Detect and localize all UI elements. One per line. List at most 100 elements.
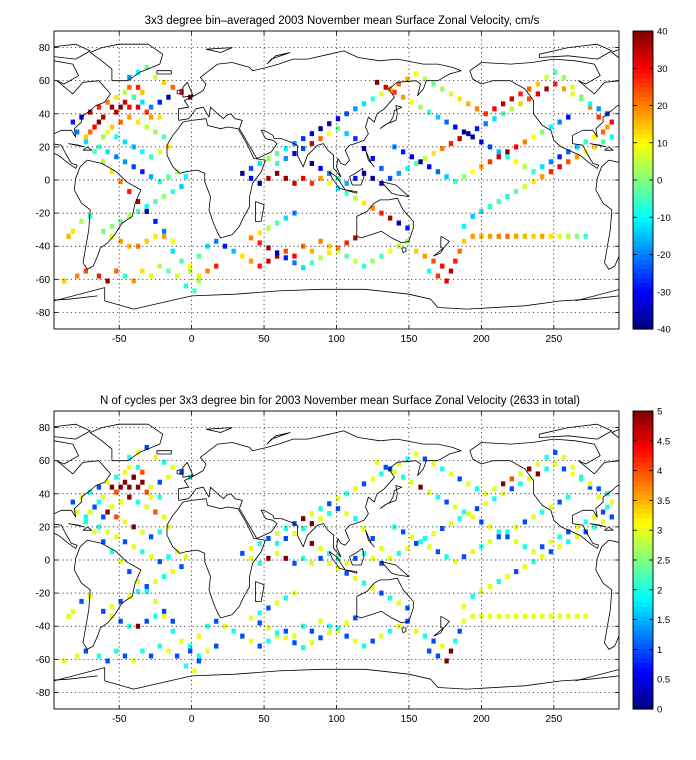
x-tick-label: 50 [259,714,271,725]
bin-cell [135,499,141,505]
bin-cell [592,134,597,140]
bin-cell [583,529,588,535]
bin-cell [431,151,436,156]
colorbar-step [633,657,653,664]
bin-cell [327,170,332,176]
bin-cell [274,253,280,259]
bin-cell [483,501,488,507]
bin-cell [127,464,132,470]
bin-cell [257,643,262,649]
bin-cell [96,144,102,150]
colorbar-step [633,424,653,431]
bin-cell [83,134,89,140]
y-tick-label: -20 [36,589,51,600]
bin-cell [318,635,323,641]
colorbar-step [633,448,653,454]
colorbar-step [633,485,653,491]
y-tick-label: 40 [39,489,51,500]
bin-cell [118,119,123,125]
bin-cell [318,175,323,181]
coastline [266,432,291,445]
bin-cell [431,531,436,536]
y-tick-label: 40 [39,109,51,120]
bin-cell [283,146,288,152]
colorbar-step [633,231,653,237]
bin-cell [318,136,323,142]
bin-cell [101,114,106,120]
bin-cell [135,119,141,125]
bin-cell [309,180,315,186]
grid-layer [54,31,619,329]
bin-cell [379,471,384,477]
bin-cell [496,579,501,585]
bin-cell [466,481,471,487]
colorbar-step [633,490,653,496]
bin-cell [574,144,580,150]
bin-cell [174,549,180,555]
bin-cell [157,559,162,565]
bin-cell [183,663,189,669]
bin-cell [461,554,467,560]
bin-cell [470,169,475,175]
coastline [401,247,407,254]
bin-cell [513,159,519,165]
bin-cell [531,514,536,520]
bin-cell [453,504,458,510]
colorbar-step [633,560,653,566]
bin-cell [400,94,406,100]
colorbar-step [633,429,653,435]
colorbar-step [633,541,653,547]
bin-cell [361,200,367,206]
bin-cell [427,109,432,115]
bin-cell [414,540,419,546]
colorbar-step [633,452,653,459]
bin-cell [335,126,341,132]
bin-cell [487,613,493,619]
bin-cell [548,539,554,545]
coastline [82,146,93,151]
colorbar-step [633,254,653,260]
bin-cell [409,154,415,160]
coastline [678,451,693,454]
bin-cell [161,194,167,200]
bin-cell [344,190,349,196]
bin-cell [274,220,280,226]
bin-cell [522,564,528,570]
bin-cell [335,116,341,122]
bin-cell [75,509,80,515]
bin-cell [583,613,588,619]
bin-cell [283,535,288,541]
colorbar-step [633,147,653,153]
colorbar-step [633,180,653,186]
bin-cell [414,160,419,166]
bin-cell [505,233,510,239]
bin-cell [540,164,545,170]
bin-cell [522,164,528,170]
colorbar-step [633,63,653,69]
bin-cell [318,555,323,561]
bin-cell [596,114,601,120]
bin-cell [440,466,445,472]
bin-cell [579,96,584,102]
bin-cell [88,489,93,495]
colorbar-tick-label: 5 [657,407,662,418]
bin-cell [453,124,458,130]
bin-cell [140,648,145,654]
bin-cell [114,268,119,274]
bin-cell [435,494,441,500]
bin-cell [161,134,167,140]
coastline [156,450,172,455]
bin-cell [157,529,162,535]
bin-cell [122,139,128,145]
bin-cell [174,169,180,175]
bin-cell [309,248,315,254]
bin-cell [131,474,136,480]
bin-cell [283,255,288,261]
coastline [589,143,607,148]
bin-cell [414,628,419,634]
bin-cell [396,461,401,467]
bin-cell [479,233,484,239]
colorbar-step [633,639,653,645]
bin-cell [505,574,510,580]
colorbar-step [633,273,653,279]
